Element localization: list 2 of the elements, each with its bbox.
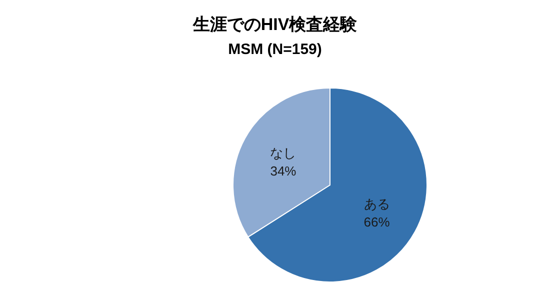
- subtitle: MSM (N=159): [228, 41, 322, 58]
- title: 生涯でのHIV検査経験: [192, 15, 358, 34]
